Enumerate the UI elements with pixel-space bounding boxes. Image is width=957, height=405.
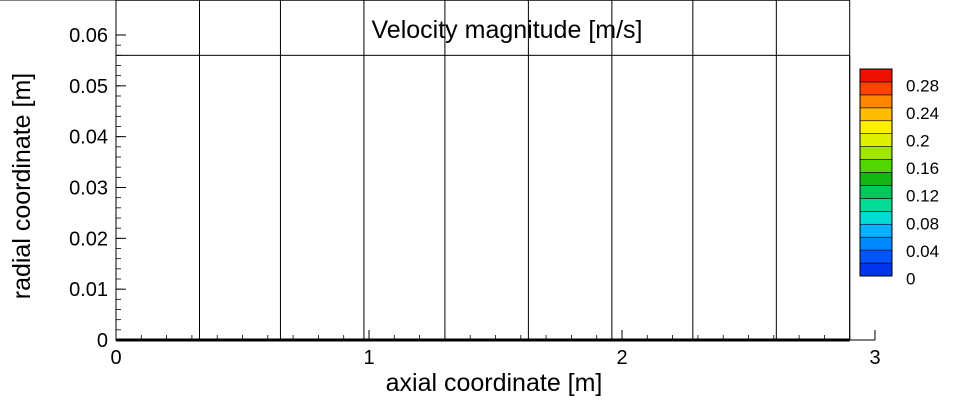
y-tick-label: 0.02 (69, 228, 108, 250)
colorbar-swatch (859, 211, 893, 225)
colorbar-tick-label: 0 (906, 269, 915, 288)
colorbar-tick-label: 0.08 (906, 214, 939, 233)
colorbar-swatch (859, 107, 893, 122)
velocity-profile-vectors (0, 0, 613, 340)
velocity-profile-vectors (0, 0, 446, 340)
plot-area (0, 0, 851, 342)
colorbar-swatch (859, 223, 893, 238)
velocity-profile-vectors (0, 0, 529, 340)
y-tick-label: 0.05 (69, 76, 108, 98)
x-tick-label: 3 (869, 347, 880, 369)
y-axis: 0 0.01 0.02 0.03 0.04 0.05 0.06 (69, 25, 126, 352)
colorbar-swatch (859, 133, 893, 147)
colorbar-swatch (859, 81, 893, 96)
colorbar-swatch (859, 185, 893, 199)
x-axis: 0 1 2 3 (110, 330, 881, 369)
y-tick-label: 0.03 (69, 178, 108, 200)
colorbar-swatch (859, 262, 893, 277)
colorbar-swatch (859, 159, 893, 173)
velocity-profile-vectors (0, 0, 851, 340)
velocity-profile-vectors (0, 0, 694, 340)
x-tick-label: 2 (616, 347, 627, 369)
x-tick-label: 0 (110, 347, 121, 369)
colorbar-swatch (859, 172, 893, 186)
colorbar-tick-label: 0.16 (906, 159, 939, 178)
colorbar-tick-label: 0.24 (906, 104, 939, 123)
chart-title: Velocity magnitude [m/s] (372, 16, 643, 44)
y-tick-label: 0.01 (69, 279, 108, 301)
velocity-profile-vectors (0, 0, 365, 340)
colorbar-tick-label: 0.04 (906, 242, 939, 261)
colorbar-tick-label: 0.12 (906, 187, 939, 206)
x-tick-label: 1 (363, 347, 374, 369)
y-tick-label: 0.06 (69, 25, 108, 47)
colorbar: 0 0.04 0.08 0.12 0.16 0.2 0.24 0.28 (859, 68, 939, 288)
colorbar-tick-label: 0.28 (906, 76, 939, 95)
velocity-profile-vectors (0, 0, 200, 340)
y-axis-title: radial coordinate [m] (8, 73, 36, 300)
colorbar-swatch (859, 236, 893, 251)
velocity-profile-vectors (0, 0, 777, 340)
colorbar-swatch (859, 146, 893, 160)
domain-outline (115, 54, 851, 341)
y-tick-label: 0.04 (69, 127, 108, 149)
colorbar-swatch (859, 249, 893, 264)
colorbar-frame (859, 68, 893, 277)
colorbar-swatch (859, 94, 893, 109)
x-axis-title: axial coordinate [m] (386, 369, 603, 397)
velocity-profile-vectors (0, 0, 281, 340)
colorbar-swatch (859, 68, 893, 83)
colorbar-swatch (859, 120, 893, 134)
colorbar-swatch (859, 198, 893, 212)
y-tick-label: 0 (97, 330, 108, 352)
colorbar-tick-label: 0.2 (906, 131, 930, 150)
